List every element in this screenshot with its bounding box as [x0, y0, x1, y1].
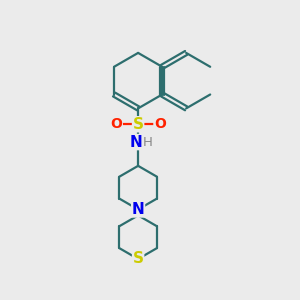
Text: H: H [143, 136, 153, 148]
Text: S: S [133, 251, 144, 266]
Text: N: N [130, 135, 142, 150]
Text: N: N [132, 202, 145, 217]
Text: O: O [154, 117, 166, 131]
Text: O: O [110, 117, 122, 131]
Text: S: S [133, 117, 144, 132]
